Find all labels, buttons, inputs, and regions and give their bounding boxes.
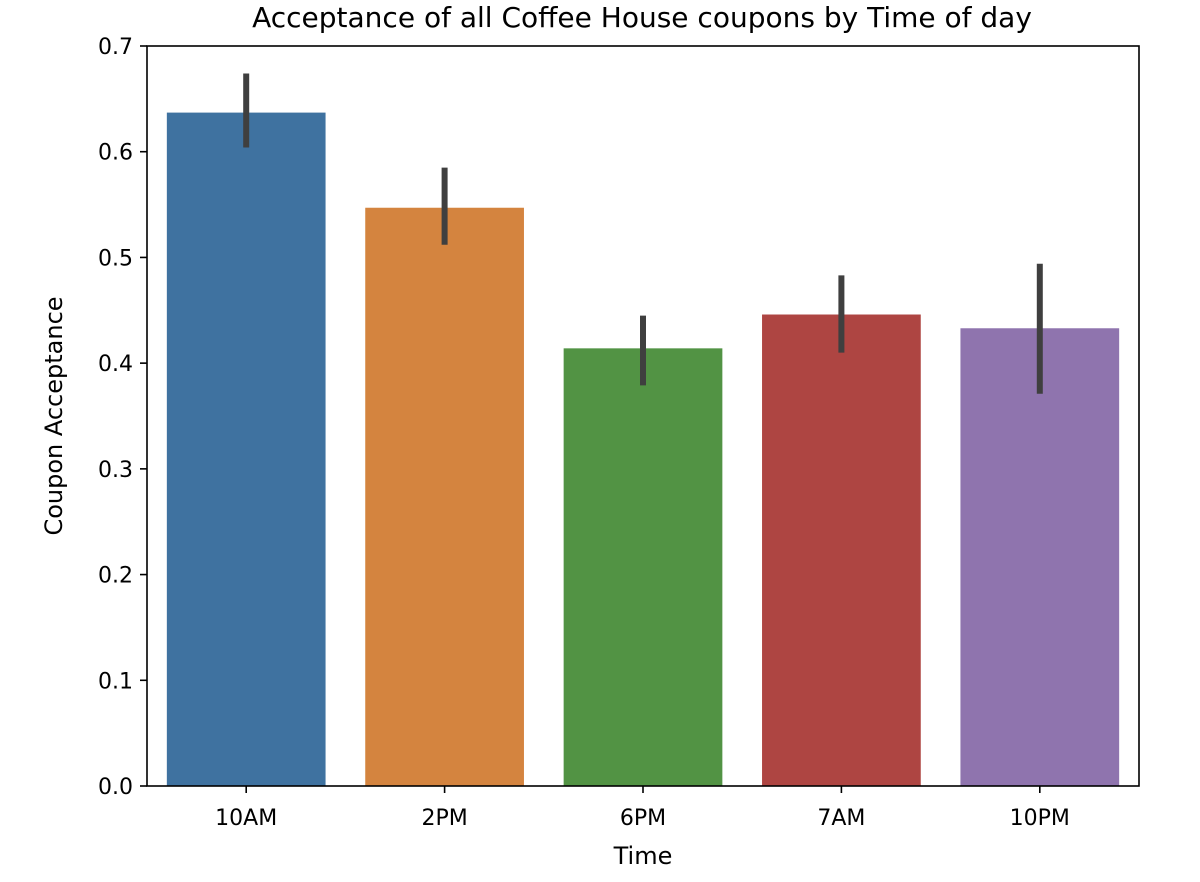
y-tick-label: 0.1 xyxy=(98,669,133,694)
x-tick-label: 2PM xyxy=(421,806,467,831)
bar-10am xyxy=(166,112,326,787)
x-axis: 10AM 2PM 6PM 7AM 10PM xyxy=(215,786,1070,831)
y-axis: 0.0 0.1 0.2 0.3 0.4 0.5 0.6 0.7 xyxy=(98,35,147,800)
y-tick-label: 0.4 xyxy=(98,352,133,377)
y-tick-label: 0.6 xyxy=(98,141,133,166)
y-tick-label: 0.7 xyxy=(98,35,133,60)
chart-title: Acceptance of all Coffee House coupons b… xyxy=(252,1,1032,34)
bar-2pm xyxy=(365,207,524,787)
x-tick-label: 7AM xyxy=(817,806,865,831)
y-axis-label: Coupon Acceptance xyxy=(40,296,68,535)
bar-10pm xyxy=(960,328,1120,786)
x-axis-label: Time xyxy=(613,842,673,870)
y-tick-label: 0.2 xyxy=(98,564,133,589)
bar-6pm xyxy=(563,348,723,786)
x-tick-label: 10PM xyxy=(1010,806,1070,831)
x-tick-label: 10AM xyxy=(215,806,277,831)
x-tick-label: 6PM xyxy=(620,806,666,831)
bar-7am xyxy=(762,314,921,786)
y-tick-label: 0.0 xyxy=(98,775,133,800)
bars-group xyxy=(166,112,1120,787)
y-tick-label: 0.3 xyxy=(98,458,133,483)
error-bars-group xyxy=(243,73,1043,394)
y-tick-label: 0.5 xyxy=(98,246,133,271)
